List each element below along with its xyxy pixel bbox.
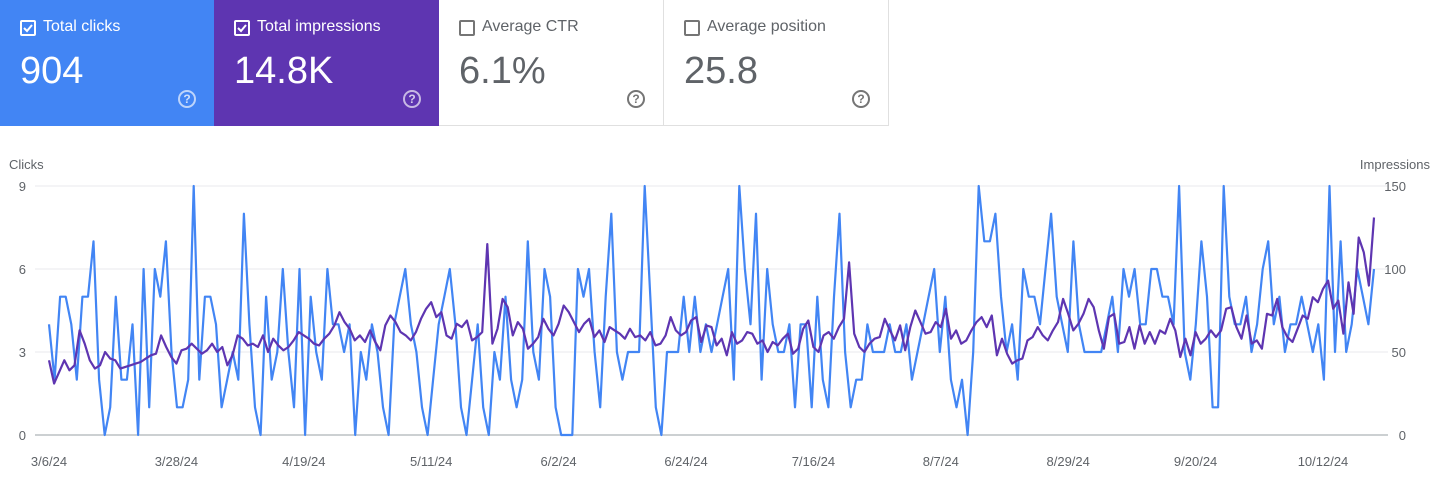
metric-cards: Total clicks 904 ? Total impressions 14.…	[0, 0, 889, 126]
average-position-card[interactable]: Average position 25.8 ?	[664, 0, 889, 126]
check-icon	[237, 24, 247, 33]
performance-chart[interactable]: Clicks Impressions 0 3 6 9 0 50 100 150 3/6/24…	[0, 150, 1438, 486]
average-ctr-checkbox[interactable]	[459, 20, 475, 36]
grid-lines	[35, 185, 1388, 436]
x-tick-label: 8/29/24	[1047, 454, 1090, 469]
total-impressions-checkbox[interactable]	[234, 20, 250, 36]
right-tick-label: 50	[1392, 345, 1406, 360]
left-tick-label: 9	[19, 179, 26, 194]
metric-value: 6.1%	[459, 50, 546, 92]
total-impressions-card[interactable]: Total impressions 14.8K ?	[214, 0, 439, 126]
chart-lines	[47, 184, 1376, 437]
total-clicks-card[interactable]: Total clicks 904 ?	[0, 0, 214, 126]
right-axis-title: Impressions	[1360, 157, 1431, 172]
left-tick-label: 3	[19, 345, 26, 360]
metric-value: 904	[20, 50, 84, 92]
total-clicks-checkbox[interactable]	[20, 20, 36, 36]
impressions-series-line	[47, 217, 1376, 385]
x-tick-label: 9/20/24	[1174, 454, 1217, 469]
x-tick-label: 10/12/24	[1298, 454, 1349, 469]
x-axis-ticks: 3/6/24 3/28/24 4/19/24 5/11/24 6/2/24 6/24/24…	[31, 454, 1348, 469]
x-tick-label: 6/24/24	[664, 454, 707, 469]
help-icon[interactable]: ?	[178, 90, 196, 108]
x-tick-label: 6/2/24	[541, 454, 577, 469]
x-tick-label: 5/11/24	[410, 454, 452, 469]
x-tick-label: 3/6/24	[31, 454, 67, 469]
left-tick-label: 0	[19, 428, 26, 443]
metric-label: Average CTR	[482, 18, 579, 35]
x-tick-label: 3/28/24	[155, 454, 198, 469]
right-axis-ticks: 0 50 100 150	[1384, 179, 1406, 443]
metric-value: 14.8K	[234, 50, 334, 92]
x-tick-label: 7/16/24	[792, 454, 835, 469]
right-tick-label: 150	[1384, 179, 1406, 194]
x-tick-label: 4/19/24	[282, 454, 325, 469]
left-tick-label: 6	[19, 262, 26, 277]
clicks-series-line	[47, 184, 1376, 437]
help-icon[interactable]: ?	[627, 90, 645, 108]
right-tick-label: 0	[1399, 428, 1406, 443]
metric-value: 25.8	[684, 50, 758, 92]
average-ctr-card[interactable]: Average CTR 6.1% ?	[439, 0, 664, 126]
left-axis-title: Clicks	[9, 157, 44, 172]
help-icon[interactable]: ?	[403, 90, 421, 108]
metric-label: Total clicks	[43, 18, 121, 35]
right-tick-label: 100	[1384, 262, 1406, 277]
x-tick-label: 8/7/24	[923, 454, 959, 469]
metric-label: Average position	[707, 18, 826, 35]
average-position-checkbox[interactable]	[684, 20, 700, 36]
metric-label: Total impressions	[257, 18, 381, 35]
check-icon	[23, 24, 33, 33]
help-icon[interactable]: ?	[852, 90, 870, 108]
left-axis-ticks: 0 3 6 9	[19, 179, 26, 443]
